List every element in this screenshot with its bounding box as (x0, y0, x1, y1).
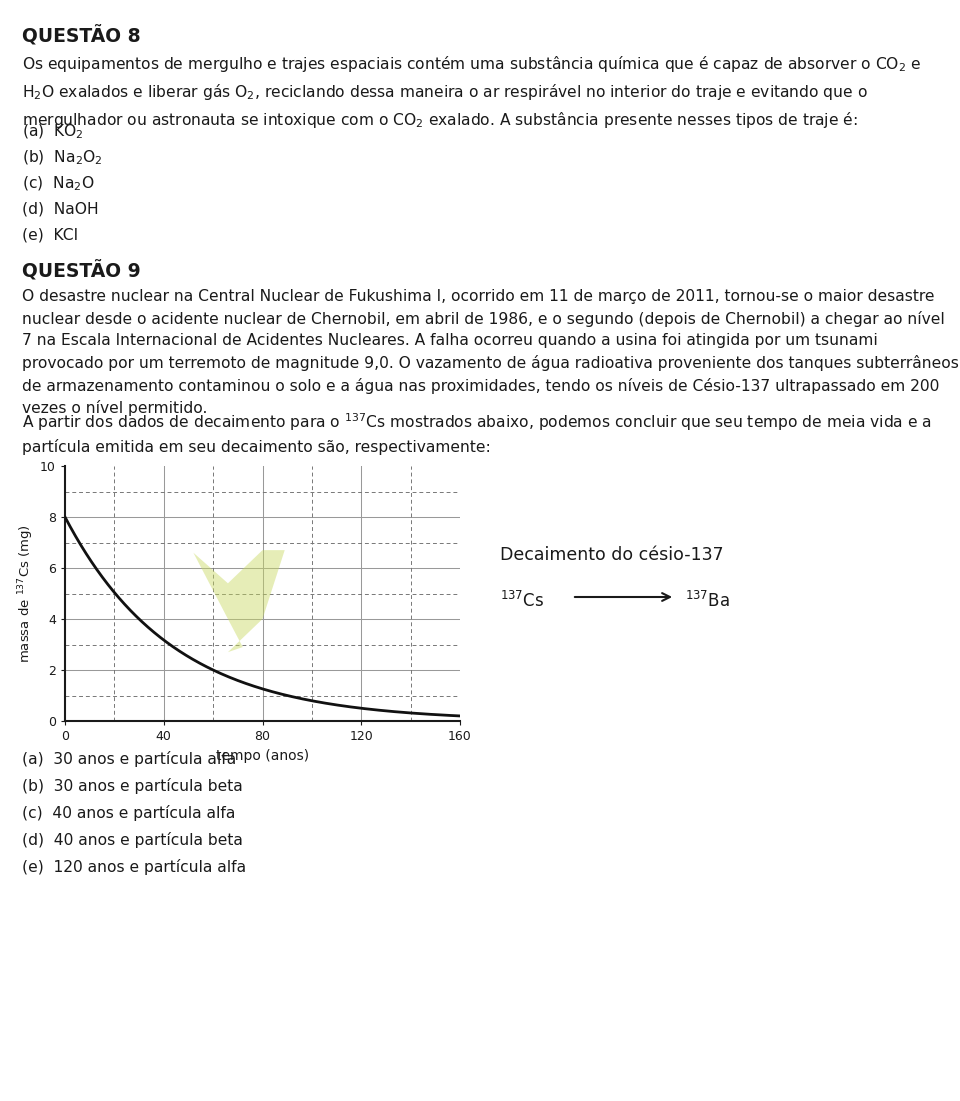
Text: QUESTÃO 9: QUESTÃO 9 (22, 261, 141, 282)
Text: (d)  NaOH: (d) NaOH (22, 201, 99, 216)
Text: Decaimento do césio-137: Decaimento do césio-137 (500, 546, 724, 564)
Text: (c)  40 anos e partícula alfa: (c) 40 anos e partícula alfa (22, 805, 235, 821)
Text: Os equipamentos de mergulho e trajes espaciais contém uma substância química que: Os equipamentos de mergulho e trajes esp… (22, 54, 922, 130)
Text: (a)  30 anos e partícula alfa: (a) 30 anos e partícula alfa (22, 751, 236, 767)
Text: $^{137}$Ba: $^{137}$Ba (685, 591, 730, 611)
Text: (b)  Na$_2$O$_2$: (b) Na$_2$O$_2$ (22, 149, 103, 167)
Polygon shape (193, 550, 285, 652)
Text: (e)  120 anos e partícula alfa: (e) 120 anos e partícula alfa (22, 859, 246, 875)
Y-axis label: massa de $^{137}$Cs (mg): massa de $^{137}$Cs (mg) (16, 524, 36, 663)
Text: (d)  40 anos e partícula beta: (d) 40 anos e partícula beta (22, 832, 243, 848)
Text: (e)  KCl: (e) KCl (22, 227, 78, 242)
Text: O desastre nuclear na Central Nuclear de Fukushima I, ocorrido em 11 de março de: O desastre nuclear na Central Nuclear de… (22, 288, 959, 416)
Text: $^{137}$Cs: $^{137}$Cs (500, 591, 544, 611)
Text: A partir dos dados de decaimento para o $^{137}$Cs mostrados abaixo, podemos con: A partir dos dados de decaimento para o … (22, 411, 932, 456)
Text: (b)  30 anos e partícula beta: (b) 30 anos e partícula beta (22, 778, 243, 794)
Text: (a)  KO$_2$: (a) KO$_2$ (22, 123, 84, 141)
Text: (c)  Na$_2$O: (c) Na$_2$O (22, 175, 94, 194)
Text: QUESTÃO 8: QUESTÃO 8 (22, 26, 140, 46)
X-axis label: tempo (anos): tempo (anos) (216, 749, 309, 763)
